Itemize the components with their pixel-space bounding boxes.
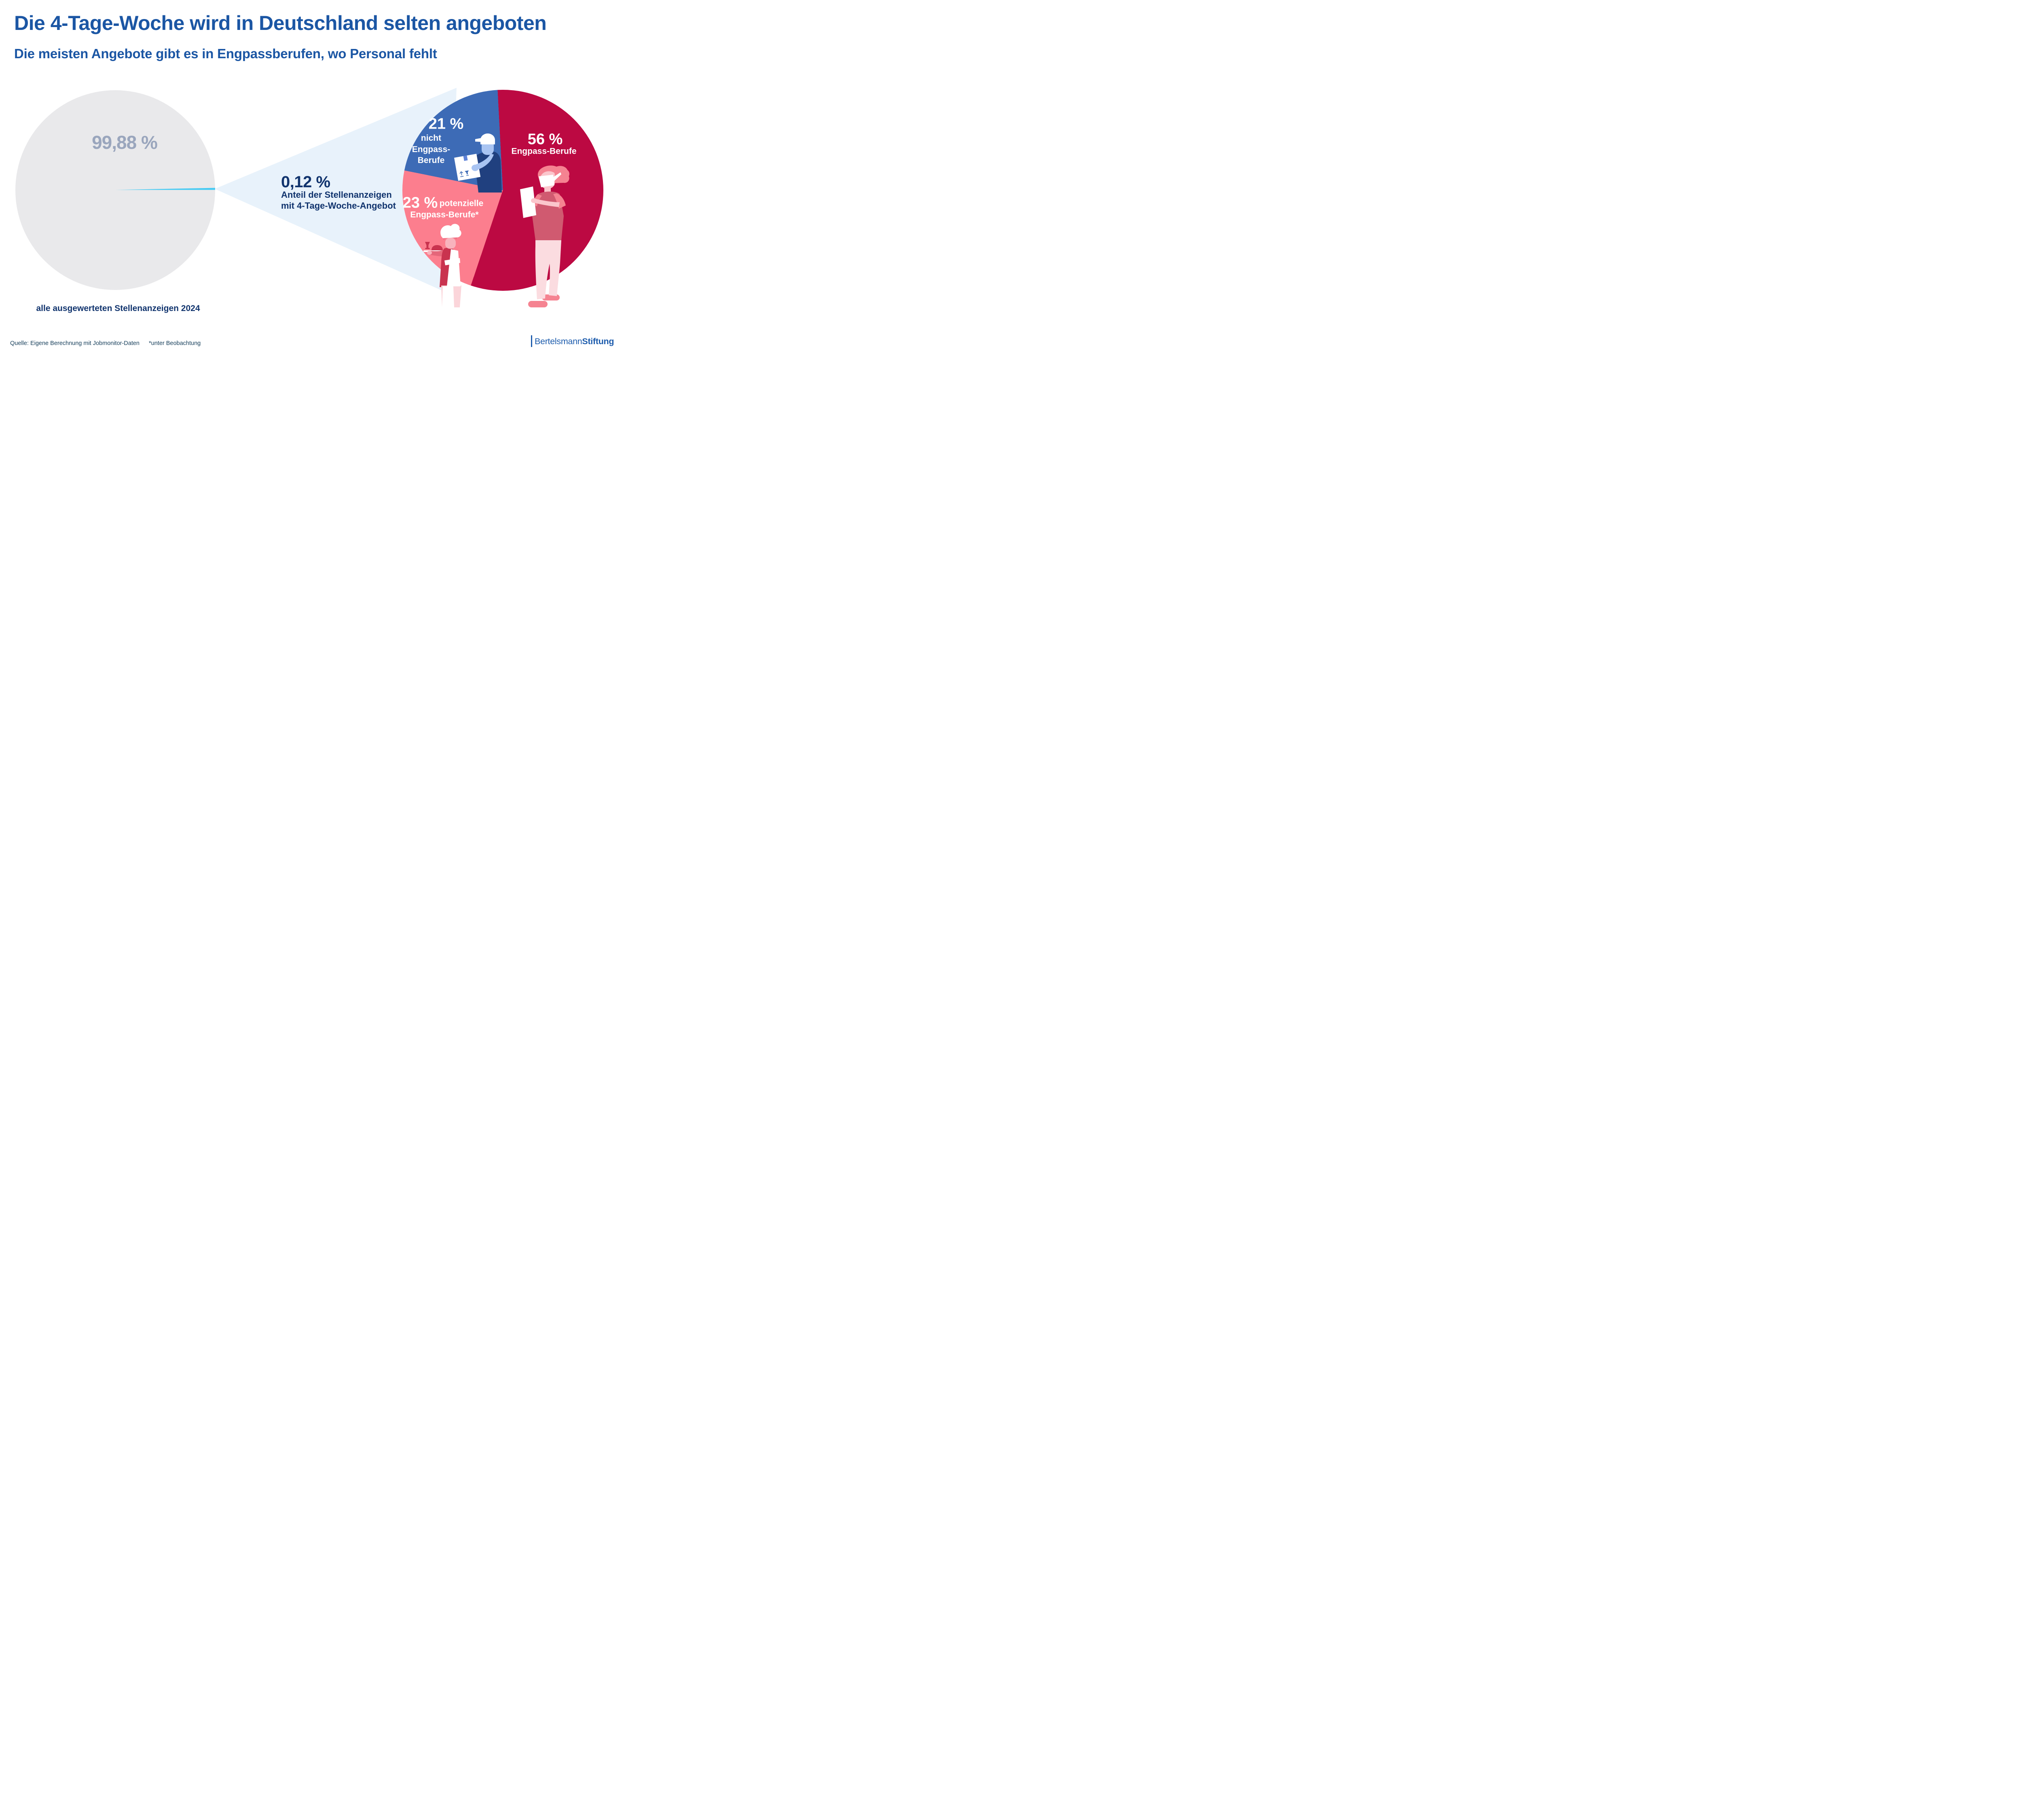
left-pie-slice-4-tage (115, 188, 215, 190)
footer: Quelle: Eigene Berechnung mit Jobmonitor… (10, 340, 201, 347)
nurse-mask-strap (553, 172, 561, 181)
footer-source: Quelle: Eigene Berechnung mit Jobmonitor… (10, 340, 140, 347)
connector-value: 0,12 % (281, 173, 330, 191)
pie-label-crimson-pct: 56 % (527, 131, 563, 148)
chef-toque-icon (440, 224, 461, 238)
worker-cap-visor (475, 138, 482, 142)
pie-label-blue-text: nicht Engpass- Berufe (412, 133, 451, 166)
pie-label-blue-pct: 21 % (428, 115, 464, 133)
left-pie-circle (15, 90, 215, 290)
connector-desc-line2: mit 4-Tage-Woche-Angebot (281, 201, 396, 211)
right-pie-chart (402, 90, 603, 291)
nurse-hair-front (539, 167, 556, 177)
left-pie-caption: alle ausgewerteten Stellenanzeigen 2024 (36, 304, 200, 313)
nurse-pants (535, 240, 561, 299)
left-pie-value: 99,88 % (92, 132, 158, 153)
nurse-hair-bun (560, 169, 569, 179)
box-arrow-up-icon (459, 171, 464, 177)
chef-face (445, 238, 456, 249)
chef-hand (427, 251, 432, 255)
nurse-shoe-front (528, 301, 548, 307)
pie-label-pink-text: Engpass-Berufe* (410, 210, 479, 220)
delivery-worker-illustration (454, 133, 502, 193)
nurse-illustration (520, 165, 569, 307)
parcel-box-icon (454, 154, 481, 181)
cake-icon (431, 245, 443, 250)
pie-label-pink-word: potenzielle (439, 199, 484, 208)
nurse-paper-sheet (520, 186, 536, 218)
footer-note: *unter Beobachtung (149, 340, 201, 347)
logo-suffix: Stiftung (582, 336, 614, 346)
worker-cap-icon (480, 133, 495, 144)
chef-apron-tie (444, 258, 460, 265)
pie-label-blue-line2: Engpass- (412, 144, 451, 154)
wine-glass-icon (425, 242, 430, 249)
page-subtitle: Die meisten Angebote gibt es in Engpassb… (14, 46, 437, 61)
logo-bar (531, 335, 532, 347)
worker-torso (475, 151, 502, 193)
nurse-forearm-right (534, 199, 560, 207)
pie-label-pink-pct: 23 % (402, 194, 438, 212)
brand-logo: BertelsmannStiftung (535, 336, 614, 347)
worker-arm (474, 154, 494, 170)
page-title: Die 4-Tage-Woche wird in Deutschland sel… (14, 12, 547, 34)
worker-hand (472, 165, 479, 171)
nurse-shoe-back (542, 294, 560, 301)
pie-label-crimson-text: Engpass-Berufe (511, 146, 577, 156)
chart-shapes (15, 88, 457, 294)
chef-apron-front (442, 286, 454, 307)
box-fragile-glass-icon (465, 170, 469, 176)
highlight-beam (215, 88, 457, 294)
connector-desc-line1: Anteil der Stellenanzeigen (281, 190, 392, 200)
nurse-face-mask-icon (539, 175, 554, 187)
chef-apron-panel (447, 249, 461, 286)
chef-arm (430, 250, 444, 256)
nurse-hand-right (531, 198, 537, 203)
pie-label-blue-line3: Berufe (417, 155, 445, 165)
chef-illustration (423, 224, 461, 307)
nurse-sleeve-right (553, 193, 566, 209)
logo-name: Bertelsmann (535, 336, 582, 346)
infographic-canvas: Die 4-Tage-Woche wird in Deutschland sel… (0, 0, 624, 351)
pie-label-blue-line1: nicht (421, 133, 442, 143)
